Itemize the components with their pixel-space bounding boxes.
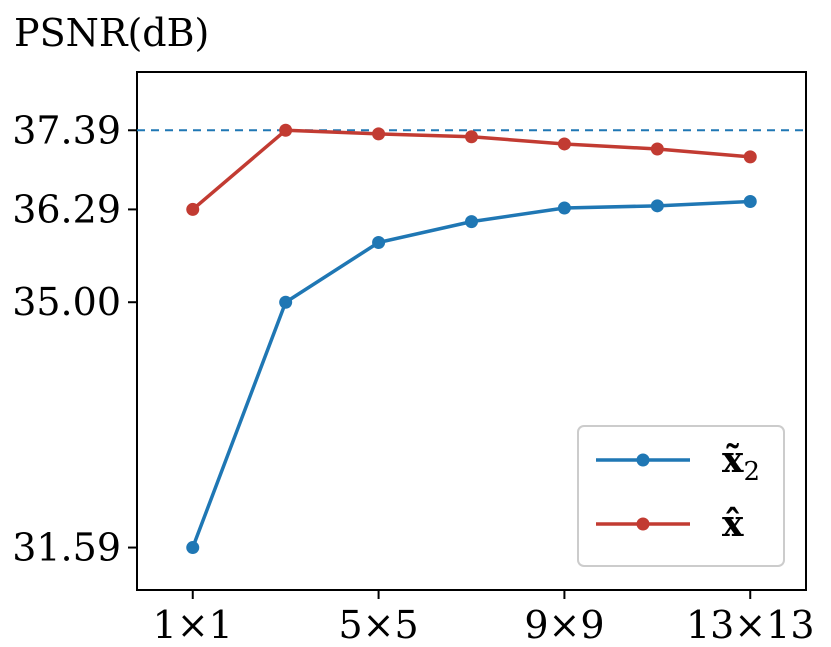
x-tick-label: 9×9 [524, 603, 604, 647]
data-point [743, 150, 757, 164]
data-point [743, 195, 757, 208]
x-tick-label: 5×5 [338, 603, 418, 647]
x-tick-label: 13×13 [686, 603, 815, 647]
plot-frame [136, 71, 807, 591]
y-ticks: 31.59 35.00 36.29 37.39 [12, 108, 137, 570]
data-point [372, 127, 386, 141]
y-tick-label: 31.59 [12, 526, 121, 570]
x-tick-label: 1×1 [153, 603, 233, 647]
series-layer [186, 123, 757, 555]
data-point [650, 142, 664, 156]
y-axis-label: PSNR(dB) [14, 11, 209, 55]
legend-box [577, 425, 785, 567]
data-point [186, 202, 200, 216]
data-point [279, 295, 293, 309]
y-tick-label: 37.39 [12, 108, 121, 152]
data-point [557, 201, 571, 215]
data-point [557, 137, 571, 151]
x-ticks: 1×1 5×5 9×9 13×13 [153, 590, 815, 647]
y-tick-label: 35.00 [12, 280, 121, 324]
y-tick-label: 36.29 [12, 187, 121, 231]
legend-marker [636, 453, 650, 467]
legend-label: x̂ [722, 503, 744, 545]
legend-marker [636, 517, 650, 531]
data-point [186, 541, 200, 555]
legend-subscript: 2 [743, 457, 760, 487]
data-point [279, 123, 293, 137]
legend: x̃2x̂ [577, 425, 785, 567]
data-point [650, 199, 664, 213]
data-point [465, 130, 478, 144]
data-point [465, 215, 478, 229]
data-point [372, 236, 386, 250]
